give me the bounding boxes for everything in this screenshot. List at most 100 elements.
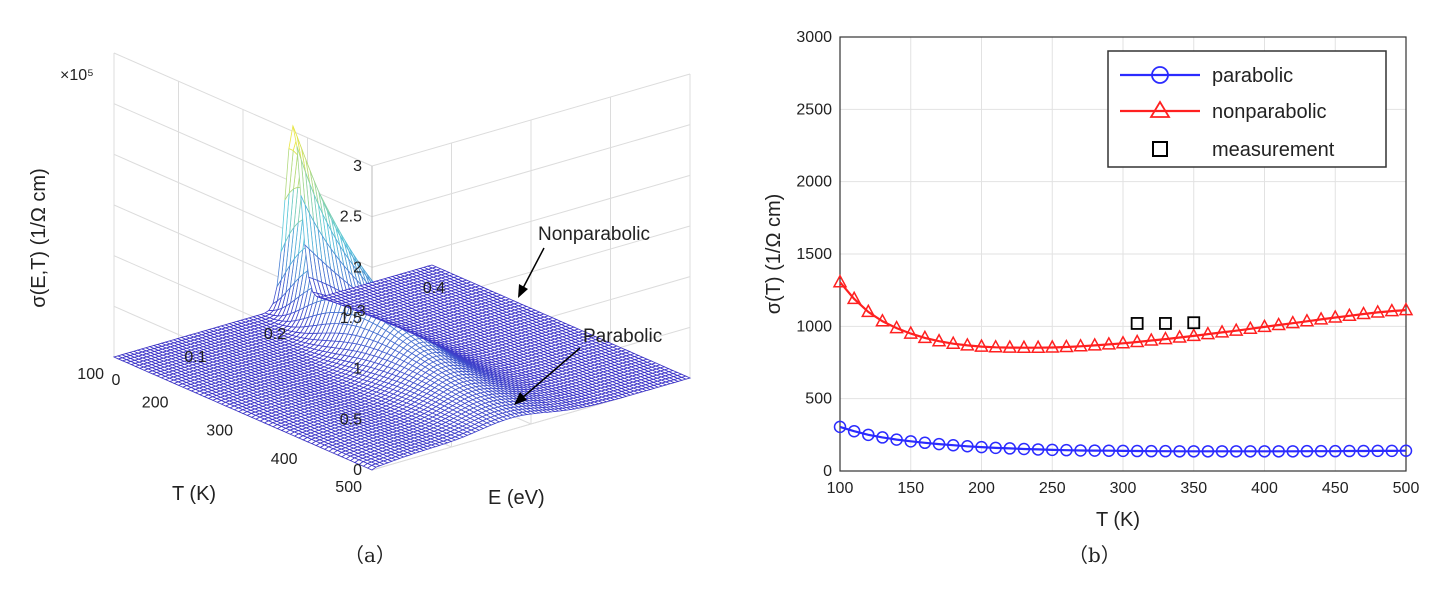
data-point-nonparabolic (1186, 327, 1202, 342)
data-point-parabolic (918, 436, 932, 450)
x-tick-label: 250 (1039, 480, 1066, 497)
line-plot-frame (839, 36, 1407, 472)
y-tick-label: 2500 (796, 101, 832, 118)
data-point-nonparabolic (846, 290, 862, 305)
data-point-parabolic (1286, 445, 1300, 458)
data-point-nonparabolic (1214, 324, 1230, 338)
legend-entry-parabolic: parabolic (1212, 65, 1293, 87)
data-point-parabolic (1201, 445, 1215, 458)
z-tick-label: 3 (353, 158, 362, 175)
data-point-parabolic (1215, 445, 1229, 458)
data-point-nonparabolic (1030, 339, 1046, 353)
data-point-parabolic (1031, 443, 1045, 456)
data-point-parabolic (1187, 445, 1200, 458)
data-point-parabolic (862, 428, 875, 442)
series-nonparabolic (832, 274, 1414, 353)
y-tick-label: 500 (805, 391, 832, 408)
legend-marker-nonparabolic (1149, 100, 1171, 118)
x-tick-label: 400 (1251, 480, 1278, 497)
x-tick-label: 300 (1110, 480, 1137, 497)
data-point-nonparabolic (1271, 316, 1286, 331)
data-point-parabolic (1017, 442, 1031, 456)
e-tick-label: 0.3 (343, 303, 365, 320)
line-plot-x-axis-label: T (K) (1096, 509, 1140, 531)
t-tick-label: 500 (335, 479, 362, 496)
data-point-parabolic (1088, 444, 1101, 457)
data-point-nonparabolic (1228, 322, 1244, 336)
y-tick-label: 0 (823, 463, 832, 480)
data-point-nonparabolic (1059, 338, 1074, 353)
surface-e-axis-label: E (eV) (488, 487, 545, 509)
data-point-nonparabolic (960, 337, 975, 351)
data-point-parabolic (1173, 445, 1186, 458)
x-tick-label: 450 (1322, 480, 1349, 497)
surface-z-exponent: ×10⁵ (60, 67, 94, 84)
annotation-parabolic: Parabolic (583, 326, 662, 347)
data-point-parabolic (1272, 445, 1285, 458)
data-point-nonparabolic (875, 313, 890, 327)
y-tick-label: 1000 (796, 318, 832, 335)
legend-marker-parabolic (1151, 66, 1169, 84)
data-point-nonparabolic (945, 335, 961, 349)
z-tick-label: 2.5 (340, 209, 362, 226)
data-point-nonparabolic (988, 339, 1003, 353)
surface-mesh (112, 124, 692, 471)
data-point-parabolic (1371, 444, 1384, 458)
data-point-parabolic (1159, 444, 1172, 458)
data-point-nonparabolic (1342, 307, 1357, 322)
x-tick-label: 200 (968, 480, 995, 497)
data-point-parabolic (847, 424, 861, 438)
data-point-nonparabolic (889, 320, 904, 334)
z-tick-label: 1 (353, 361, 362, 378)
y-tick-label: 2000 (796, 174, 832, 191)
t-tick-label: 300 (206, 423, 233, 440)
data-point-nonparabolic (1285, 315, 1301, 329)
data-point-nonparabolic (1144, 332, 1159, 346)
series-line-nonparabolic (839, 281, 1407, 349)
data-point-nonparabolic (1101, 336, 1117, 350)
line-plot-tick-labels: 100 150 200 250 300 350 400 450 500 0 500 1000 1500 2… (796, 29, 1419, 497)
data-point-parabolic (1300, 444, 1314, 458)
data-point-nonparabolic (1073, 338, 1088, 352)
data-point-parabolic (946, 438, 960, 452)
e-tick-label: 0.2 (264, 326, 286, 343)
x-tick-label: 150 (897, 480, 924, 497)
e-tick-label: 0.4 (423, 280, 445, 297)
data-point-nonparabolic (1115, 335, 1131, 349)
line-plot-y-axis-label: σ(T) (1/Ω cm) (763, 194, 785, 315)
data-point-parabolic (1229, 445, 1243, 458)
data-point-parabolic (1343, 444, 1356, 458)
data-point-nonparabolic (1016, 339, 1032, 353)
data-point-parabolic (1314, 444, 1328, 458)
line-plot-legend: parabolic nonparabolic measurement (1107, 50, 1387, 168)
data-point-parabolic (1145, 444, 1158, 458)
t-tick-label: 400 (271, 451, 298, 468)
data-point-parabolic (1074, 444, 1087, 457)
data-point-parabolic (876, 431, 889, 444)
series-measurement (1130, 316, 1201, 330)
legend-box (1107, 50, 1387, 168)
data-point-nonparabolic (832, 274, 848, 288)
data-point-parabolic (1244, 445, 1257, 458)
data-point-measurement (1187, 316, 1201, 330)
data-point-nonparabolic (1370, 304, 1385, 318)
y-tick-label: 3000 (796, 29, 832, 46)
data-point-nonparabolic (903, 325, 919, 339)
data-point-parabolic (1385, 444, 1399, 458)
series-line-parabolic (839, 425, 1407, 453)
surface-t-axis-label: T (K) (172, 483, 216, 505)
x-tick-label: 350 (1180, 480, 1207, 497)
data-point-parabolic (1329, 444, 1342, 458)
data-point-nonparabolic (1002, 339, 1018, 353)
data-point-nonparabolic (1299, 313, 1315, 327)
data-point-parabolic (1060, 443, 1073, 457)
x-tick-label: 100 (827, 480, 854, 497)
e-tick-label: 0.1 (184, 349, 206, 366)
line-plot-grid (839, 36, 1407, 472)
e-tick-label: 0 (112, 372, 121, 389)
data-point-parabolic (1399, 444, 1413, 457)
data-point-nonparabolic (1044, 339, 1060, 353)
legend-entry-measurement: measurement (1212, 139, 1335, 161)
annotation-arrows (514, 247, 581, 405)
caption-a: （a） (344, 543, 396, 567)
